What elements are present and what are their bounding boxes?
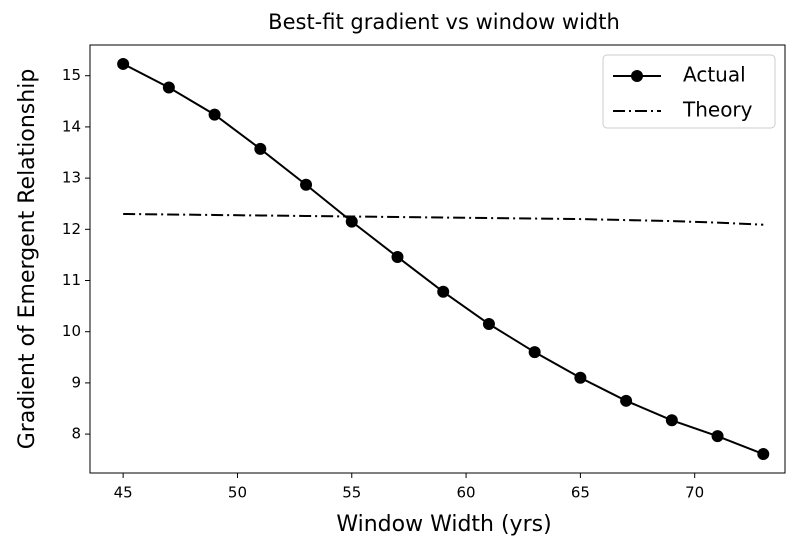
legend-label: Actual <box>683 63 746 87</box>
data-point <box>117 57 130 70</box>
x-tick-label: 55 <box>342 484 361 502</box>
data-point <box>162 81 175 94</box>
data-point <box>757 448 770 461</box>
data-point <box>711 430 724 443</box>
y-tick-label: 9 <box>71 373 81 391</box>
data-point <box>437 285 450 298</box>
x-tick-label: 65 <box>571 484 590 502</box>
x-tick-label: 50 <box>228 484 247 502</box>
y-tick-label: 12 <box>62 220 81 238</box>
plot-frame <box>89 44 786 474</box>
y-axis-label: Gradient of Emergent Relationship <box>15 69 40 450</box>
data-point <box>528 346 541 359</box>
y-tick-label: 8 <box>71 425 81 443</box>
y-tick-label: 10 <box>62 322 81 340</box>
y-tick-label: 13 <box>62 169 81 187</box>
data-point <box>208 108 221 121</box>
x-axis-label: Window Width (yrs) <box>336 512 551 537</box>
chart-title: Best-fit gradient vs window width <box>268 10 620 34</box>
data-point <box>574 371 587 384</box>
legend-label: Theory <box>682 98 753 122</box>
x-tick-label: 45 <box>114 484 133 502</box>
y-tick-label: 15 <box>62 66 81 84</box>
y-tick-label: 11 <box>62 271 81 289</box>
data-point <box>391 250 404 263</box>
data-point <box>482 318 495 331</box>
data-point <box>345 215 358 228</box>
x-tick-label: 60 <box>457 484 476 502</box>
data-point <box>665 414 678 427</box>
y-tick-label: 14 <box>62 117 81 135</box>
legend-box <box>602 54 776 129</box>
data-point <box>300 178 313 191</box>
series-line <box>123 212 764 226</box>
x-tick-label: 70 <box>685 484 704 502</box>
data-point <box>620 394 633 407</box>
legend-marker <box>631 70 643 82</box>
data-point <box>254 142 267 155</box>
